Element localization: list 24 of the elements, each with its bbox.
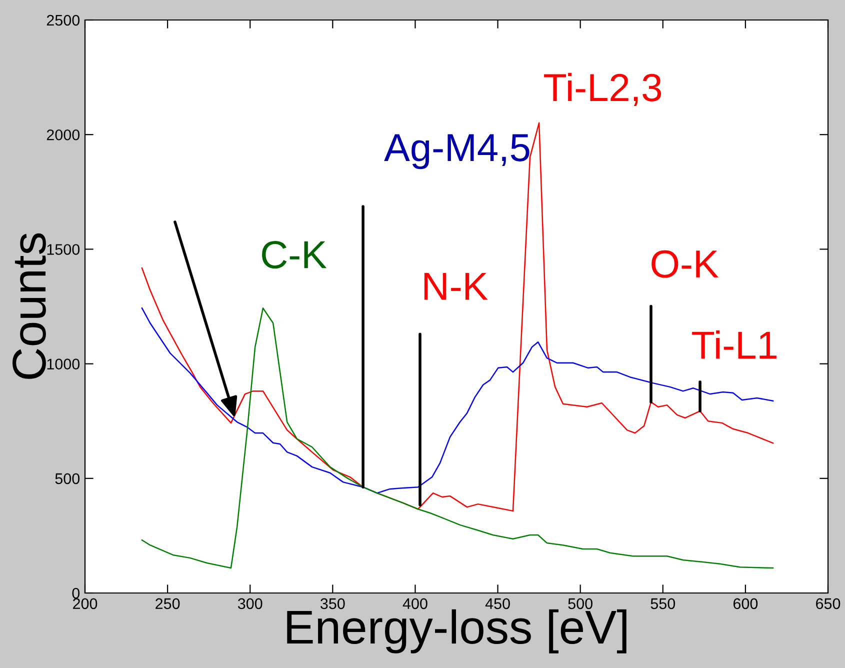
x-tick-label: 600 bbox=[733, 598, 758, 610]
y-tick-label: 0 bbox=[72, 588, 80, 599]
y-tick-label: 1500 bbox=[47, 244, 80, 255]
x-tick-label: 250 bbox=[156, 598, 180, 610]
x-tick-label: 200 bbox=[73, 598, 98, 610]
y-tick-label: 1000 bbox=[47, 358, 80, 370]
y-axis-title: Counts bbox=[12, 233, 46, 379]
x-tick-label: 500 bbox=[568, 598, 592, 610]
annotation: C-K bbox=[262, 241, 327, 269]
x-tick-label: 450 bbox=[485, 598, 510, 610]
y-tick-label: 2000 bbox=[46, 129, 80, 140]
x-tick-label: 550 bbox=[650, 598, 676, 610]
x-axis-title: Energy-loss [eV] bbox=[287, 609, 626, 654]
annotation: N-K bbox=[424, 273, 488, 300]
x-tick-label: 400 bbox=[402, 598, 428, 610]
annotation: Ti-L1 bbox=[692, 330, 776, 359]
annotation: Ag-M4,5 bbox=[384, 134, 530, 170]
x-tick-label: 300 bbox=[238, 598, 262, 610]
x-tick-label: 650 bbox=[816, 598, 840, 610]
x-tick-label: 350 bbox=[320, 598, 345, 610]
annotation: Ti-L2,3 bbox=[544, 72, 662, 106]
y-tick-label: 2500 bbox=[46, 14, 80, 26]
annotation: O-K bbox=[652, 250, 718, 278]
y-tick-label: 500 bbox=[55, 473, 80, 484]
